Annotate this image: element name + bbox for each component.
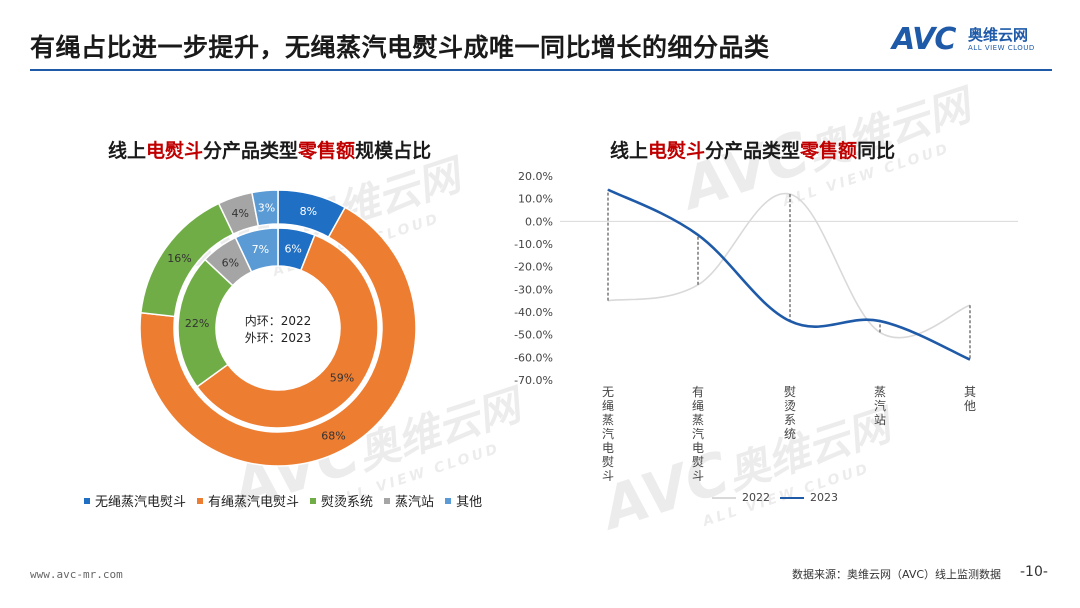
donut-data-label: 6% <box>284 242 301 255</box>
title-divider <box>30 69 1052 71</box>
legend-swatch <box>384 497 391 504</box>
donut-data-label: 16% <box>167 252 191 265</box>
x-tick-label-char: 站 <box>874 413 886 427</box>
line-legend: 2022 2023 <box>712 491 848 504</box>
legend-swatch <box>84 497 90 504</box>
donut-data-label: 6% <box>222 256 239 269</box>
legend-swatch <box>445 497 452 504</box>
legend-item-2022: 2022 <box>712 491 770 504</box>
legend-swatch <box>197 497 204 504</box>
x-tick-label-char: 无 <box>602 385 614 399</box>
x-tick-label-char: 斗 <box>602 469 614 483</box>
y-tick-label: -10.0% <box>514 238 553 251</box>
avc-logo: AVC 奥维云网 ALL VIEW CLOUD <box>892 22 1062 58</box>
x-tick-label-char: 他 <box>964 399 976 413</box>
y-tick-label: -30.0% <box>514 283 553 296</box>
donut-legend: 无绳蒸汽电熨斗 有绳蒸汽电熨斗 熨烫系统 蒸汽站 其他 <box>84 491 493 510</box>
x-tick-label-char: 熨 <box>602 455 614 469</box>
logo-en: ALL VIEW CLOUD <box>968 44 1035 52</box>
x-tick-label-char: 蒸 <box>602 413 614 427</box>
legend-swatch <box>310 497 317 504</box>
y-tick-label: -20.0% <box>514 261 553 274</box>
x-tick-label-char: 电 <box>692 441 704 455</box>
series-line-2023 <box>607 188 971 361</box>
donut-slice-outer <box>139 206 417 467</box>
x-tick-label-char: 其 <box>964 385 976 399</box>
legend-item-2023: 2023 <box>780 491 838 504</box>
x-tick-label-char: 斗 <box>692 469 704 483</box>
footer-url: www.avc-mr.com <box>30 568 123 581</box>
y-tick-label: 20.0% <box>518 170 553 183</box>
donut-data-label: 59% <box>330 372 354 385</box>
donut-slice-inner <box>196 234 379 429</box>
y-tick-label: -40.0% <box>514 306 553 319</box>
donut-data-label: 68% <box>321 430 345 443</box>
donut-data-label: 7% <box>252 243 269 256</box>
data-source: 数据来源：奥维云网（AVC）线上监测数据 <box>792 568 1002 581</box>
y-tick-label: 10.0% <box>518 193 553 206</box>
donut-chart-title: 线上电熨斗分产品类型零售额规模占比 <box>108 140 432 162</box>
donut-center-label: 外环：2023 <box>245 331 312 345</box>
x-tick-label-char: 系 <box>784 413 796 427</box>
x-tick-label-char: 电 <box>602 441 614 455</box>
legend-line-2023 <box>780 496 804 499</box>
legend-item: 其他 <box>445 491 482 510</box>
legend-line-2022 <box>712 496 736 499</box>
y-tick-label: 0.0% <box>525 215 553 228</box>
legend-item: 蒸汽站 <box>384 491 434 510</box>
legend-item: 有绳蒸汽电熨斗 <box>197 491 299 510</box>
x-tick-label-char: 有 <box>692 385 704 399</box>
x-tick-label-char: 熨 <box>784 385 796 399</box>
logo-mark: AVC <box>892 22 956 57</box>
x-tick-label-char: 汽 <box>692 426 704 441</box>
x-tick-label-char: 熨 <box>692 455 704 469</box>
x-tick-label-char: 汽 <box>874 398 886 413</box>
logo-cn: 奥维云网 <box>968 26 1029 44</box>
donut-slice-inner <box>234 227 279 273</box>
x-tick-label-char: 绳 <box>692 399 704 413</box>
legend-item: 熨烫系统 <box>310 491 373 510</box>
donut-center-label: 内环：2022 <box>245 314 312 328</box>
page-number: -10- <box>1020 564 1048 580</box>
donut-data-label: 4% <box>232 207 249 220</box>
x-tick-label-char: 绳 <box>602 399 614 413</box>
legend-item: 无绳蒸汽电熨斗 <box>84 491 186 510</box>
y-tick-label: -50.0% <box>514 329 553 342</box>
donut-slice-outer <box>251 189 279 227</box>
y-tick-label: -70.0% <box>514 374 553 387</box>
line-chart-title: 线上电熨斗分产品类型零售额同比 <box>610 140 896 162</box>
donut-data-label: 3% <box>258 202 275 215</box>
donut-data-label: 22% <box>185 317 209 330</box>
x-tick-label-char: 烫 <box>784 399 796 413</box>
x-tick-label-char: 统 <box>784 427 796 441</box>
y-tick-label: -60.0% <box>514 351 553 364</box>
x-tick-label-char: 蒸 <box>692 413 704 427</box>
x-tick-label-char: 蒸 <box>874 385 886 399</box>
donut-data-label: 8% <box>300 205 317 218</box>
page-title: 有绳占比进一步提升，无绳蒸汽电熨斗成唯一同比增长的细分品类 <box>30 33 770 62</box>
x-tick-label-char: 汽 <box>602 426 614 441</box>
